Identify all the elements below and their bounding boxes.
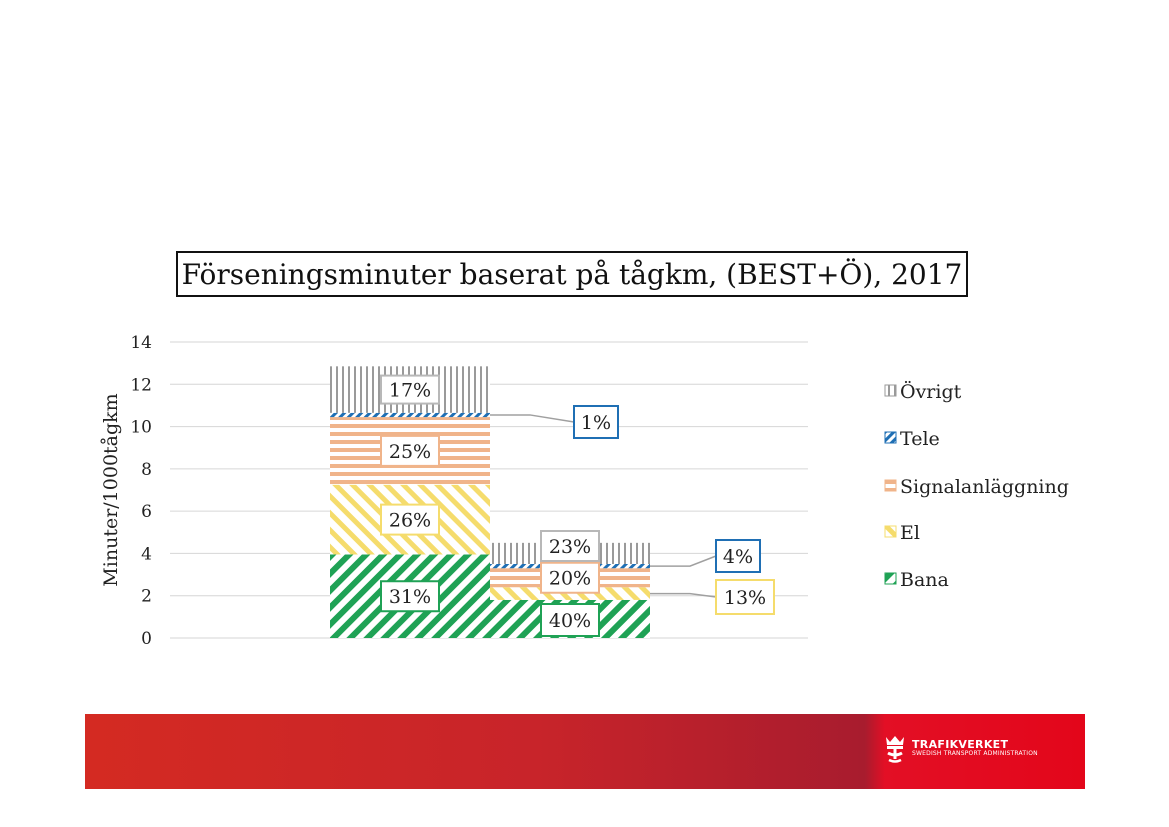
legend-swatch-bana bbox=[884, 572, 897, 585]
data-label: 40% bbox=[549, 610, 591, 632]
data-label-box bbox=[540, 530, 600, 562]
data-label-box bbox=[380, 374, 440, 405]
legend-label-el: El bbox=[900, 522, 920, 544]
legend-label-tele: Tele bbox=[900, 428, 940, 450]
data-label: 26% bbox=[389, 510, 431, 532]
chart-title: Förseningsminuter baserat på tågkm, (BES… bbox=[176, 251, 968, 297]
y-tick-label: 10 bbox=[130, 418, 152, 438]
swedish-crown-logo-icon bbox=[886, 736, 904, 763]
data-label: 1% bbox=[581, 412, 611, 434]
y-axis-label: Minuter/1000tågkm bbox=[100, 393, 122, 586]
data-label-box bbox=[573, 405, 619, 439]
legend-swatch-el bbox=[884, 525, 897, 538]
legend-swatch-tele bbox=[884, 431, 897, 444]
data-label-box bbox=[540, 603, 600, 637]
legend-label-ovrigt: Övrigt bbox=[900, 380, 962, 403]
y-tick-label: 4 bbox=[141, 544, 152, 564]
legend-label-signalanlaggning: Signalanläggning bbox=[900, 476, 1069, 498]
y-tick-label: 0 bbox=[141, 629, 152, 649]
legend-swatch-signalanlaggning bbox=[884, 479, 897, 492]
leader-line bbox=[650, 592, 717, 598]
leader-line bbox=[490, 414, 575, 423]
data-label: 31% bbox=[389, 586, 431, 608]
y-tick-label: 2 bbox=[141, 587, 152, 607]
data-label-box bbox=[380, 503, 440, 536]
data-label: 13% bbox=[724, 587, 766, 609]
data-label: 25% bbox=[389, 441, 431, 463]
y-tick-label: 6 bbox=[141, 502, 152, 522]
data-label: 17% bbox=[389, 380, 431, 402]
y-tick-label: 8 bbox=[141, 460, 152, 480]
stacked-bar-chart: 0 2 4 6 8 10 12 14 Minuter/1000tågkm 31% 26% 25% 1%… bbox=[100, 333, 1069, 649]
data-label: 20% bbox=[549, 568, 591, 590]
brand-tagline: SWEDISH TRANSPORT ADMINISTRATION bbox=[912, 750, 1038, 757]
data-label: 23% bbox=[549, 536, 591, 558]
y-tick-label: 12 bbox=[130, 375, 152, 395]
data-label-box bbox=[380, 434, 440, 467]
legend-swatch-ovrigt bbox=[884, 384, 897, 397]
data-label-box bbox=[380, 580, 440, 613]
footer-banner bbox=[85, 714, 1085, 789]
data-label-box bbox=[715, 579, 775, 615]
brand-name: TRAFIKVERKET bbox=[912, 738, 1009, 751]
trafikverket-logo: TRAFIKVERKET SWEDISH TRANSPORT ADMINISTR… bbox=[882, 733, 1038, 763]
data-label-box bbox=[540, 561, 600, 594]
legend-label-bana: Bana bbox=[900, 569, 949, 591]
data-label-box bbox=[715, 539, 761, 573]
leader-line bbox=[650, 555, 717, 567]
data-label: 4% bbox=[723, 546, 753, 568]
y-tick-label: 14 bbox=[130, 333, 152, 353]
bar-segment-tele bbox=[330, 412, 490, 418]
